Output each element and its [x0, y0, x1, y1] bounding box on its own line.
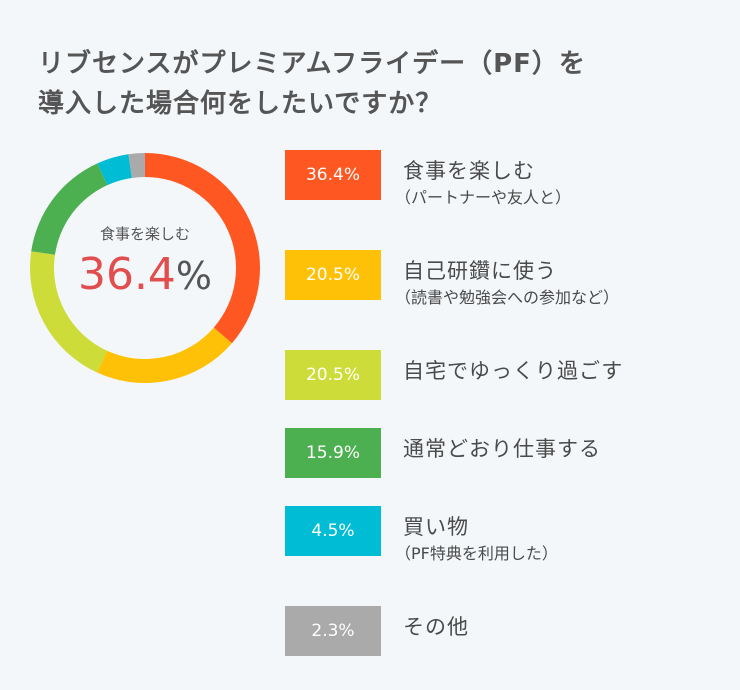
legend-value-badge: 4.5%: [285, 506, 381, 556]
donut-slice-4: [31, 163, 108, 255]
legend-sublabel: （パートナーや友人と）: [395, 188, 572, 207]
chart-title: リブセンスがプレミアムフライデー（PF）を 導入した場合何をしたいですか？: [38, 44, 718, 124]
donut-slice-1: [145, 153, 260, 344]
legend-label: 食事を楽しむ: [403, 159, 535, 183]
center-value-number: 36.4: [77, 249, 176, 300]
donut-slice-2: [97, 327, 232, 383]
legend-value-badge: 20.5%: [285, 250, 381, 300]
legend-text: その他: [403, 612, 723, 642]
legend-label: 買い物: [403, 515, 469, 539]
title-line-2: 導入した場合何をしたいですか？: [38, 89, 443, 119]
center-value-unit: %: [175, 254, 213, 298]
donut-center-label: 食事を楽しむ: [99, 225, 190, 243]
legend-label: その他: [403, 615, 469, 639]
donut-center-value: 36.4%: [30, 248, 260, 303]
legend-value-badge: 2.3%: [285, 606, 381, 656]
legend-text: 自己研鑽に使う （読書や勉強会への参加など）: [395, 256, 723, 310]
donut-slice-6: [128, 153, 145, 178]
legend-text: 買い物 （PF特典を利用した）: [395, 512, 723, 566]
title-line-1: リブセンスがプレミアムフライデー（PF）を: [38, 49, 586, 79]
donut-slice-5: [97, 154, 132, 186]
legend-label: 自宅でゆっくり過ごす: [403, 359, 624, 383]
legend-text: 自宅でゆっくり過ごす: [403, 356, 723, 386]
legend-label: 通常どおり仕事する: [403, 437, 601, 461]
legend-value-badge: 20.5%: [285, 350, 381, 400]
donut-slice-3: [30, 251, 108, 373]
donut-chart: [30, 153, 260, 383]
legend-value-badge: 36.4%: [285, 150, 381, 200]
legend-text: 通常どおり仕事する: [403, 434, 723, 464]
legend-label: 自己研鑽に使う: [403, 259, 557, 283]
legend-sublabel: （読書や勉強会への参加など）: [395, 288, 620, 307]
legend-sublabel: （PF特典を利用した）: [395, 544, 558, 563]
legend-text: 食事を楽しむ （パートナーや友人と）: [395, 156, 723, 210]
legend-value-badge: 15.9%: [285, 428, 381, 478]
